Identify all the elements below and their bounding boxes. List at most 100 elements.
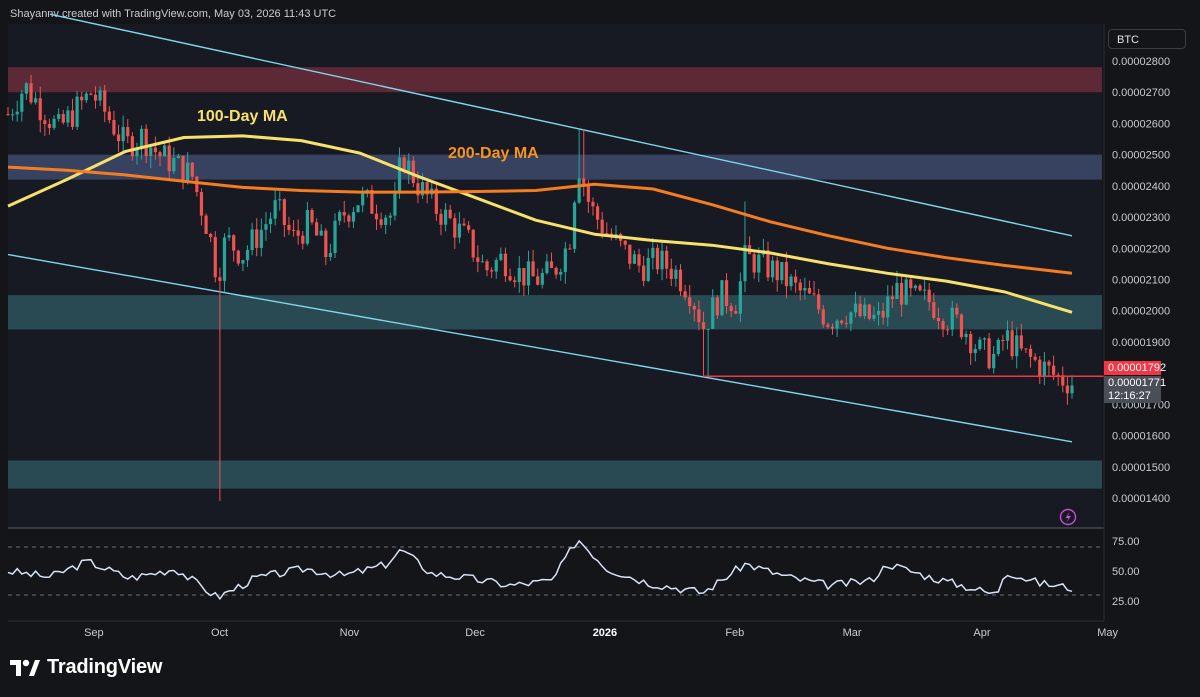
candle-body (195, 176, 199, 193)
candle (642, 255, 646, 287)
candle-body (425, 182, 429, 195)
candle-body (407, 160, 411, 172)
candle-body (338, 212, 342, 221)
candle (982, 337, 987, 350)
candle-body (1024, 348, 1028, 350)
candle (47, 118, 52, 135)
candle (655, 244, 660, 275)
candle-body (982, 338, 987, 340)
candle-body (720, 280, 724, 316)
candle-body (209, 233, 213, 238)
candle (485, 259, 489, 277)
candle (186, 152, 190, 185)
candle-body (923, 289, 927, 291)
candle (89, 92, 93, 96)
candle (273, 188, 277, 226)
channel-line-1 (7, 253, 1073, 443)
candle (278, 191, 282, 211)
candle (701, 311, 706, 377)
candle (720, 280, 724, 316)
candle (204, 213, 208, 234)
candle-body (909, 279, 913, 289)
candle (867, 303, 871, 321)
candle-body (637, 254, 641, 266)
candle (282, 198, 286, 238)
candle (1015, 327, 1019, 369)
candle-body (955, 307, 959, 315)
candle (849, 311, 853, 332)
candle (347, 213, 351, 228)
candle-body (1051, 365, 1056, 375)
candle (222, 233, 227, 293)
candle (992, 345, 996, 374)
candle (946, 325, 950, 335)
candle (176, 153, 181, 159)
candle-body (513, 280, 517, 283)
candle-body (969, 333, 973, 354)
candle-body (591, 201, 595, 207)
candle (830, 323, 835, 335)
candle-body (149, 147, 153, 156)
price-tick: 0.00001900 (1112, 337, 1170, 349)
candle-body (632, 254, 637, 264)
candle-body (508, 276, 512, 281)
candle-body (840, 320, 844, 324)
candle-body (259, 229, 263, 248)
candle-body (15, 111, 19, 115)
tradingview-logo-icon (10, 659, 40, 676)
tradingview-logo[interactable]: TradingView (10, 656, 162, 679)
candle-body (600, 219, 604, 234)
candle (798, 278, 802, 301)
rsi-axis[interactable]: 75.00 50.00 25.00 (1112, 536, 1140, 608)
candle (660, 242, 664, 281)
candle-body (904, 279, 908, 305)
price-tick: 0.00002500 (1112, 150, 1170, 162)
candle (388, 212, 392, 226)
candle (250, 222, 254, 256)
candle (688, 285, 692, 314)
candle (1028, 344, 1033, 368)
candle-body (987, 338, 991, 369)
candle-body (116, 134, 121, 142)
candle (342, 200, 346, 223)
candle-body (370, 189, 374, 214)
rsi-indicator (7, 539, 1102, 601)
candle-body (1010, 330, 1014, 357)
candle (941, 318, 945, 338)
candle (863, 297, 867, 320)
level-price-tag: 0.00001792 (1104, 361, 1166, 375)
candle (978, 336, 982, 351)
zone-0 (8, 67, 1102, 93)
candle (11, 108, 15, 121)
price-pane[interactable] (8, 24, 1102, 528)
candle-body (135, 147, 139, 157)
candle (563, 241, 567, 284)
candle (34, 92, 38, 105)
candle (517, 256, 521, 293)
candle-body (1015, 335, 1019, 357)
candle-body (978, 339, 982, 349)
candle (549, 252, 554, 269)
price-axis[interactable]: 0.00002800 0.00002700 0.00002600 0.00002500… (1112, 56, 1170, 505)
time-axis[interactable]: Sep Oct Nov Dec 2026 Feb Mar Apr May (84, 627, 1118, 639)
candle (803, 277, 807, 300)
alert-icon[interactable] (1059, 508, 1077, 526)
candle (57, 108, 61, 122)
candle (844, 315, 848, 328)
candle-body (1070, 385, 1074, 394)
candle-body (522, 268, 526, 286)
candle (715, 295, 719, 320)
candle-body (927, 289, 931, 303)
symbol-label[interactable]: BTC (1108, 29, 1186, 49)
candle-body (264, 224, 268, 230)
candle (6, 107, 10, 116)
candle-body (144, 128, 148, 156)
candle-body (66, 110, 70, 123)
candle (1010, 321, 1014, 360)
candle (61, 109, 65, 125)
candle-body (374, 213, 379, 220)
candle (909, 275, 913, 297)
candle-body (660, 250, 664, 270)
candle-body (688, 297, 692, 307)
